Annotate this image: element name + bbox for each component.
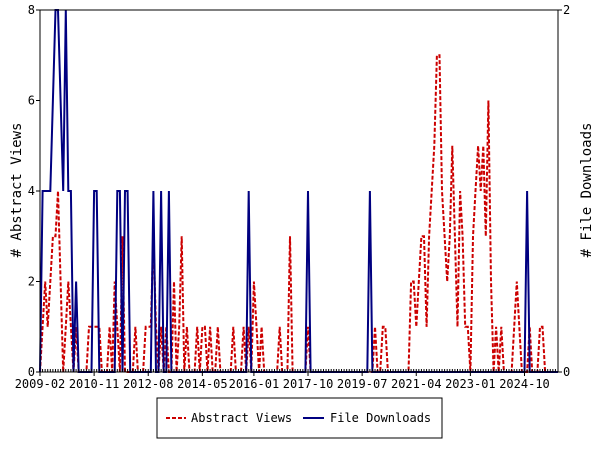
x-tick-label: 2010-11 bbox=[69, 377, 120, 391]
y-left-tick-label: 6 bbox=[28, 94, 35, 108]
axis-ticks: 2009-02 2010-11 2012-08 2014-05 2016-01 2017-… bbox=[15, 3, 571, 391]
legend: Abstract Views File Downloads bbox=[156, 397, 443, 439]
x-tick-label: 2017-10 bbox=[283, 377, 334, 391]
x-tick-label: 2024-10 bbox=[499, 377, 550, 391]
y-right-tick-label: 2 bbox=[563, 3, 570, 17]
x-tick-label: 2014-05 bbox=[177, 377, 228, 391]
x-tick-label: 2012-08 bbox=[123, 377, 174, 391]
y-left-tick-label: 2 bbox=[28, 275, 35, 289]
y-left-tick-label: 8 bbox=[28, 3, 35, 17]
legend-box bbox=[156, 397, 443, 439]
x-tick-label: 2023-01 bbox=[445, 377, 496, 391]
x-tick-label: 2016-01 bbox=[229, 377, 280, 391]
x-tick-label: 2009-02 bbox=[15, 377, 66, 391]
legend-label-abstract-views: Abstract Views bbox=[191, 411, 292, 425]
y-left-tick-label: 0 bbox=[28, 365, 35, 379]
y-right-tick-label: 0 bbox=[563, 365, 570, 379]
chart-series-layer bbox=[39, 9, 558, 373]
x-tick-label: 2019-07 bbox=[337, 377, 388, 391]
y-right-axis-title: # File Downloads bbox=[579, 123, 595, 258]
x-tick-label: 2021-04 bbox=[391, 377, 442, 391]
y-left-axis-title: # Abstract Views bbox=[9, 123, 25, 258]
series-line-abstract-views bbox=[39, 54, 558, 373]
y-left-tick-label: 4 bbox=[28, 184, 35, 198]
legend-label-file-downloads: File Downloads bbox=[330, 411, 431, 425]
